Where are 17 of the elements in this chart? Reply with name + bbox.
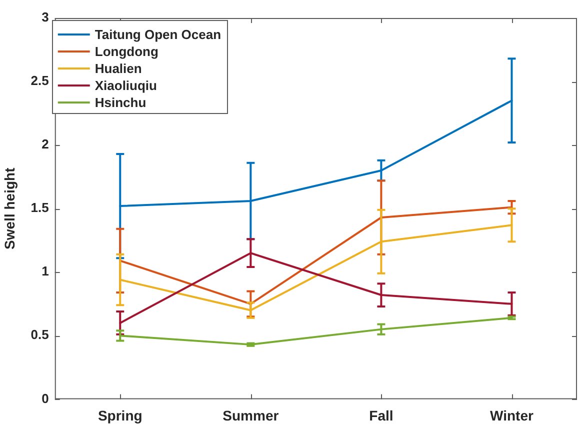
y-tick-label: 0.5 — [30, 327, 49, 342]
x-tick-label: Summer — [222, 407, 280, 424]
x-tick-label: Spring — [98, 407, 142, 424]
y-axis-title: Swell height — [1, 167, 18, 250]
legend-label: Hsinchu — [94, 95, 146, 110]
legend-label: Longdong — [94, 44, 158, 60]
legend-label: Hualien — [94, 61, 142, 76]
y-tick-label: 1 — [42, 264, 49, 279]
y-tick-label: 2 — [42, 136, 49, 152]
y-tick-label: 0 — [42, 390, 49, 406]
legend-label: Xiaoliuqiu — [94, 78, 158, 94]
x-tick-label: Fall — [369, 407, 394, 424]
y-tick-label: 3 — [42, 10, 49, 25]
legend-label: Taitung Open Ocean — [94, 27, 222, 42]
x-tick-label: Winter — [490, 407, 534, 424]
y-tick-label: 1.5 — [30, 200, 49, 216]
y-tick-label: 2.5 — [30, 73, 49, 88]
